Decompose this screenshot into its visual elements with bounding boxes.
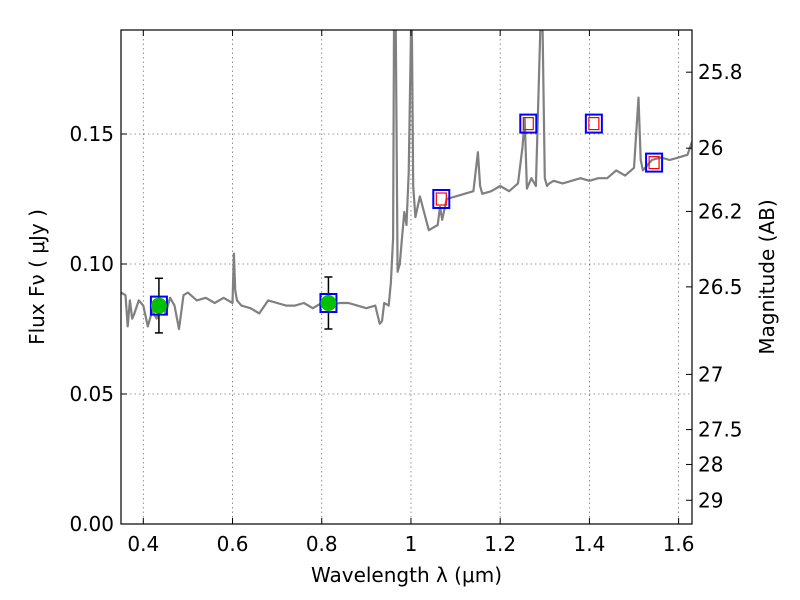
model-square-inner <box>588 116 600 131</box>
y-tick-label: 0.05 <box>69 382 114 406</box>
model-square <box>432 189 451 209</box>
mag-tick-label: 26.2 <box>698 199 743 223</box>
model-square-inner <box>648 156 660 170</box>
y-tick-label: 0.10 <box>69 252 114 276</box>
spectrum-layer <box>121 30 692 331</box>
observed-point <box>320 295 337 311</box>
x-tick-label: 0.6 <box>217 532 249 556</box>
model-square <box>519 113 538 134</box>
plot-frame <box>120 29 693 525</box>
mag-tick-label: 27.5 <box>698 418 743 442</box>
x-tick-label: 0.4 <box>127 532 159 556</box>
mag-tick-label: 29 <box>698 488 723 512</box>
x-tick-label: 0.8 <box>306 532 338 556</box>
model-square-inner <box>522 116 534 131</box>
model-square-inner <box>435 192 447 206</box>
x-axis-label: Wavelength λ (μm) <box>311 563 502 587</box>
points-layer <box>149 113 664 334</box>
mag-tick-label: 28 <box>698 452 723 476</box>
ticks-layer: 0.4 0.6 0.8 1 1.2 1.4 1.6 0.00 0.05 0.10 0.15 25.8 2… <box>69 30 743 556</box>
mag-tick-label: 25.8 <box>698 60 743 84</box>
y-tick-label: 0.15 <box>69 122 114 146</box>
x-tick-label: 1.4 <box>573 532 605 556</box>
y-axis-label: Flux Fν ( μJy ) <box>25 209 49 345</box>
model-square <box>645 152 664 173</box>
x-tick-label: 1 <box>405 532 418 556</box>
y2-axis-label: Magnitude (AB) <box>755 199 779 354</box>
y-tick-label: 0.00 <box>69 512 114 536</box>
observed-point <box>150 297 167 314</box>
grid-layer <box>121 30 692 524</box>
spectrum-line <box>121 30 692 331</box>
model-square <box>584 113 603 134</box>
x-tick-label: 1.2 <box>484 532 516 556</box>
mag-tick-label: 26 <box>698 136 723 160</box>
mag-tick-label: 27 <box>698 362 723 386</box>
mag-tick-label: 26.5 <box>698 275 743 299</box>
x-tick-label: 1.6 <box>663 532 695 556</box>
